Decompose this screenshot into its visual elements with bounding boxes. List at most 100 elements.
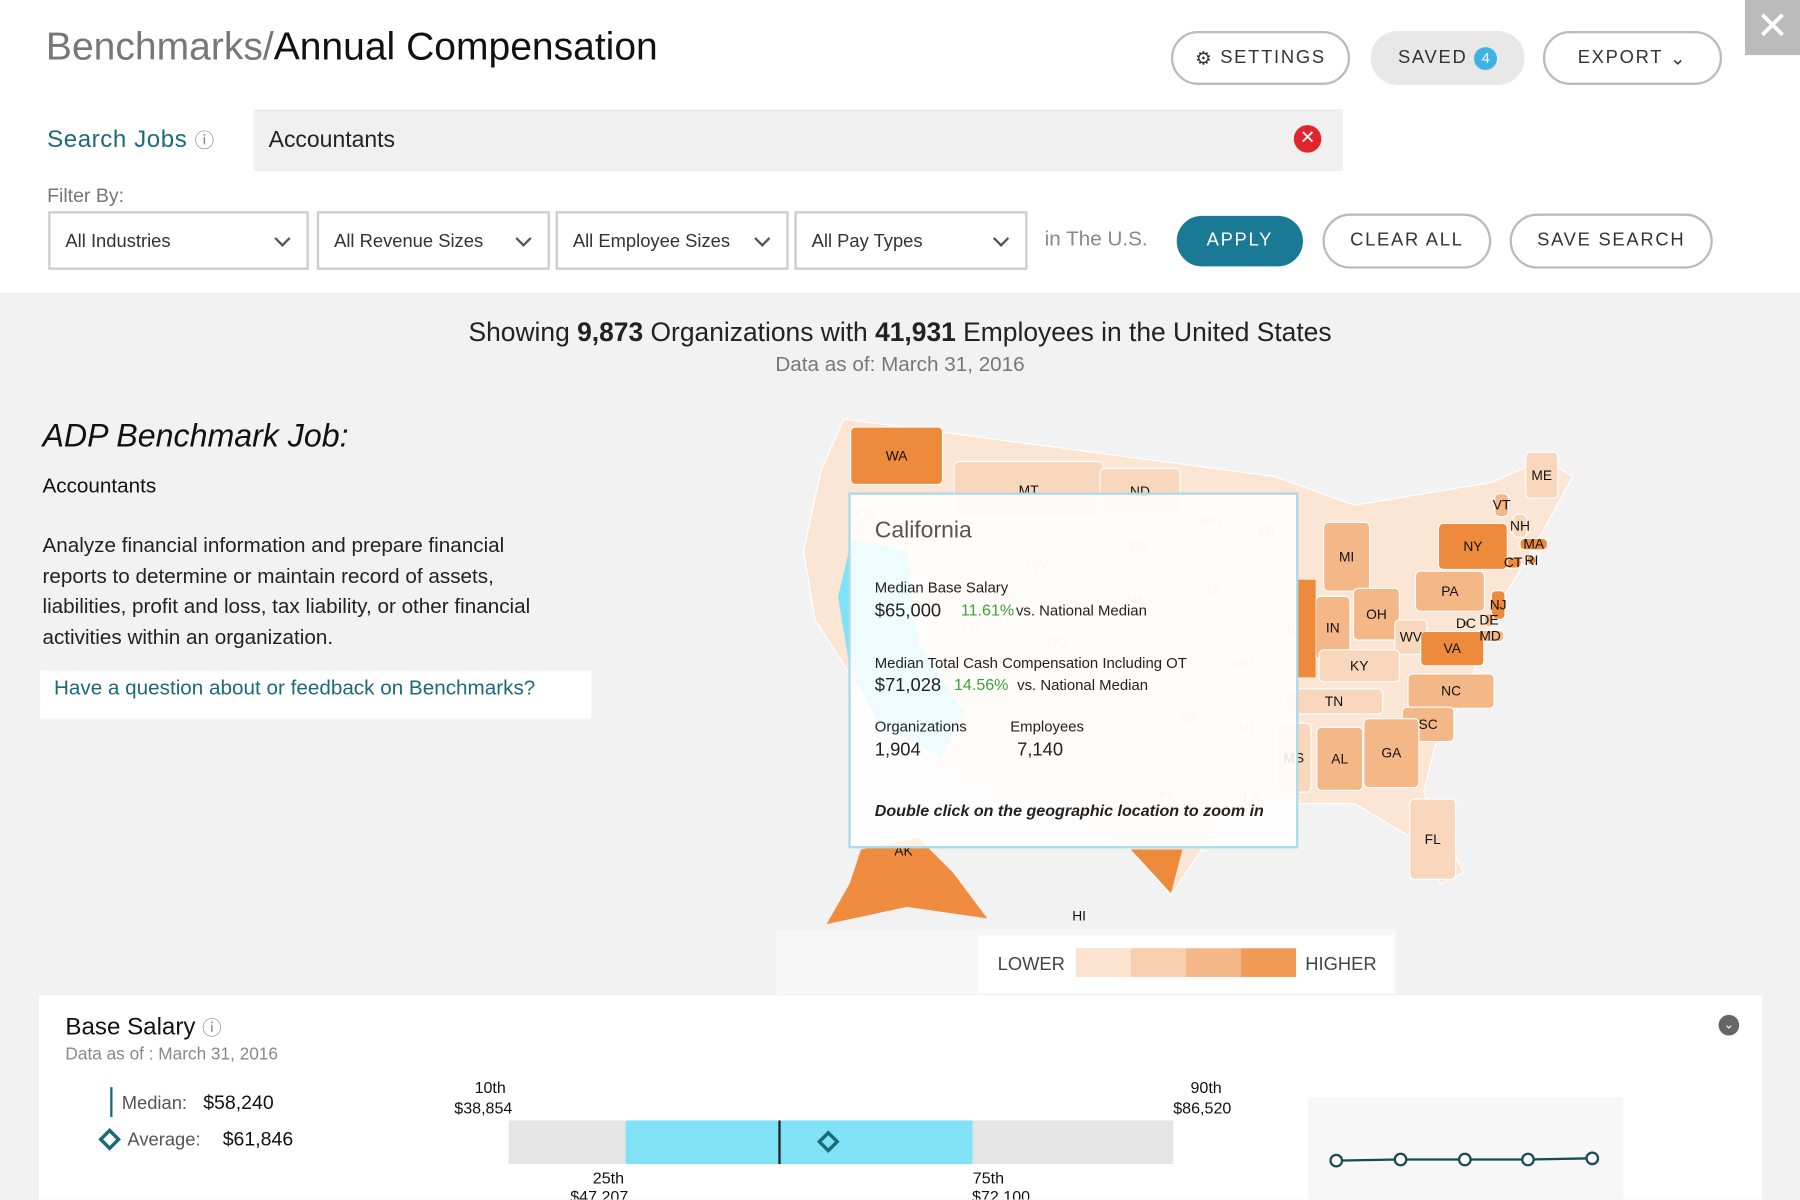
median-value: $58,240	[203, 1092, 274, 1114]
state	[1316, 726, 1364, 791]
state	[1130, 849, 1183, 894]
tooltip-value: 7,140	[1017, 738, 1063, 759]
tooltip-label: Median Base Salary	[875, 579, 1009, 596]
state-label: WA	[886, 448, 908, 463]
text: Employees in the United States	[963, 316, 1332, 347]
state-label: NJ	[1490, 598, 1507, 613]
legend-swatch	[1075, 948, 1131, 977]
state	[850, 426, 944, 486]
section-title: Base Salary ⓘ	[65, 1013, 222, 1041]
dropdown[interactable]: All Industries	[48, 211, 309, 270]
job-name: Accountants	[42, 474, 157, 498]
average-value: $61,846	[223, 1129, 293, 1151]
section-date: Data as of : March 31, 2016	[65, 1045, 278, 1065]
title: Base Salary	[65, 1013, 196, 1041]
state	[1409, 798, 1457, 880]
tooltip-value: $71,028	[875, 674, 941, 695]
median-label: Median:	[122, 1092, 187, 1113]
close-button[interactable]: ✕	[1744, 0, 1800, 56]
breadcrumb[interactable]: Benchmarks/	[45, 25, 274, 69]
legend-swatch	[1185, 948, 1241, 977]
state	[1363, 718, 1420, 789]
p90-value: $86,520	[1173, 1100, 1231, 1118]
clear-button[interactable]: CLEAR ALL	[1322, 213, 1492, 269]
p90-label: 90th	[1190, 1079, 1221, 1097]
employee-count: 41,931	[875, 316, 956, 347]
tooltip-diff: 11.61%	[961, 601, 1014, 619]
collapse-button[interactable]: ⌄	[1718, 1014, 1740, 1036]
state	[1461, 619, 1471, 628]
date: March 31, 2016	[881, 352, 1025, 376]
state-label: ME	[1531, 468, 1552, 483]
feedback-box: Have a question about or feedback on Ben…	[40, 670, 592, 719]
feedback-link[interactable]: Have a question about or feedback on Ben…	[53, 676, 536, 700]
org-count: 9,873	[577, 316, 644, 347]
dropdown[interactable]: All Revenue Sizes	[316, 211, 550, 270]
state-label: TN	[1325, 694, 1343, 709]
state	[1420, 630, 1485, 667]
label: SAVED	[1397, 47, 1468, 68]
state	[1512, 513, 1528, 538]
trend-point	[1585, 1151, 1600, 1166]
tooltip-label: Organizations	[875, 718, 967, 735]
legend-lower: LOWER	[998, 953, 1065, 974]
tooltip-diff: 14.56%	[954, 676, 1008, 694]
state-label: FL	[1425, 832, 1441, 847]
state	[1525, 451, 1559, 499]
date: March 31, 2016	[158, 1044, 278, 1065]
save-search-button[interactable]: SAVE SEARCH	[1509, 213, 1713, 269]
tooltip-vs: vs. National Median	[1016, 602, 1147, 619]
label: Search Jobs	[47, 126, 188, 153]
legend-higher: HIGHER	[1305, 953, 1376, 974]
text: Organizations with	[650, 316, 868, 347]
state	[1437, 522, 1508, 570]
p25-value: $47,207	[570, 1188, 628, 1200]
average-marker	[816, 1130, 840, 1154]
dropdown[interactable]: All Pay Types	[794, 211, 1028, 270]
job-heading: ADP Benchmark Job:	[42, 417, 349, 454]
alaska	[826, 838, 988, 925]
state	[1352, 587, 1400, 641]
summary: Showing 9,873 Organizations with 41,931 …	[0, 317, 1800, 348]
filter-label: Filter By:	[47, 184, 125, 207]
label: Data as of:	[775, 352, 876, 376]
saved-count: 4	[1474, 46, 1498, 70]
state-label: RI	[1525, 553, 1539, 568]
state	[1519, 537, 1549, 551]
p10-value: $38,854	[454, 1100, 512, 1118]
settings-button[interactable]: ⚙ SETTINGS	[1170, 30, 1351, 85]
state-label: IN	[1326, 621, 1340, 636]
label: EXPORT	[1577, 47, 1664, 68]
state	[1323, 521, 1371, 592]
clear-search[interactable]: ✕	[1293, 125, 1322, 153]
tooltip-label: Median Total Cash Compensation Including…	[875, 655, 1187, 672]
tooltip-value: $65,000	[875, 599, 941, 620]
state	[1526, 555, 1537, 566]
state-label: MD	[1479, 629, 1500, 644]
state-label: OH	[1366, 607, 1387, 622]
saved-button[interactable]: SAVED 4	[1370, 30, 1525, 85]
tooltip-state: California	[875, 516, 972, 542]
legend-swatch	[1130, 948, 1186, 977]
search-input[interactable]: Accountants ✕	[253, 109, 1344, 172]
tooltip-label: Employees	[1010, 718, 1084, 735]
apply-button[interactable]: APPLY	[1176, 215, 1303, 267]
state-label: VA	[1444, 641, 1462, 656]
p10-label: 10th	[475, 1079, 506, 1097]
trend-panel	[1307, 1097, 1624, 1200]
state-label: CT	[1504, 555, 1523, 570]
dropdown[interactable]: All Employee Sizes	[555, 211, 789, 270]
state	[1414, 570, 1485, 612]
trend-point	[1393, 1152, 1408, 1167]
p75-value: $72,100	[972, 1188, 1030, 1200]
page-title: Benchmarks/Annual Compensation	[46, 25, 658, 70]
state-label: AL	[1331, 751, 1348, 766]
trend-point	[1329, 1153, 1344, 1168]
tooltip-value: 1,904	[875, 738, 921, 759]
state	[1483, 612, 1495, 628]
state-label: DE	[1479, 613, 1498, 628]
export-button[interactable]: EXPORT ⌄	[1542, 30, 1722, 85]
